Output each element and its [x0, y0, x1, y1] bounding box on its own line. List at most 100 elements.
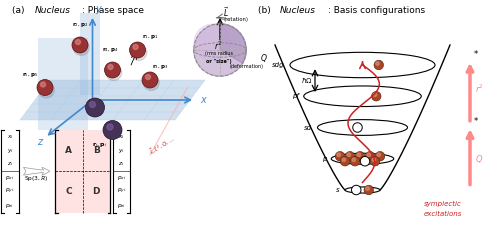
Circle shape: [130, 42, 146, 58]
Text: x: x: [200, 95, 206, 105]
Circle shape: [350, 157, 360, 166]
Circle shape: [360, 157, 370, 166]
Circle shape: [345, 151, 355, 161]
Text: $\vec{L}$: $\vec{L}$: [223, 6, 230, 19]
Text: $\mathbf{r}_i, \mathbf{p}_i$: $\mathbf{r}_i, \mathbf{p}_i$: [92, 140, 108, 149]
Text: : Basis configurations: : Basis configurations: [328, 6, 424, 15]
Circle shape: [86, 98, 104, 117]
Text: p: p: [322, 156, 326, 162]
Circle shape: [367, 153, 370, 157]
Circle shape: [374, 60, 384, 70]
Circle shape: [40, 82, 46, 87]
Text: Nucleus: Nucleus: [35, 6, 71, 15]
Text: (a): (a): [12, 6, 28, 15]
Text: sdg: sdg: [272, 62, 285, 68]
Text: $\mathbf{r}_1, \mathbf{p}_1$: $\mathbf{r}_1, \mathbf{p}_1$: [142, 32, 158, 41]
Circle shape: [353, 123, 362, 132]
Circle shape: [347, 153, 350, 157]
Circle shape: [76, 40, 80, 45]
Circle shape: [103, 121, 122, 140]
Circle shape: [342, 158, 345, 162]
Text: $\mathbf{r}_4, \mathbf{p}_4$: $\mathbf{r}_4, \mathbf{p}_4$: [102, 45, 118, 54]
Text: A: A: [65, 146, 72, 155]
Circle shape: [104, 62, 120, 78]
Text: $y_i$: $y_i$: [6, 147, 14, 155]
Text: *: *: [474, 50, 478, 59]
Text: *: *: [474, 117, 478, 126]
Text: $\mathbf{r}_5, \mathbf{p}_5$: $\mathbf{r}_5, \mathbf{p}_5$: [22, 70, 38, 79]
Text: s: s: [336, 187, 340, 193]
Circle shape: [90, 101, 96, 108]
Circle shape: [352, 185, 361, 195]
Text: y: y: [95, 4, 101, 14]
Text: $\vec{L}, \ell^2, Q, \ldots$: $\vec{L}, \ell^2, Q, \ldots$: [148, 133, 177, 157]
Circle shape: [146, 74, 150, 79]
Text: (b): (b): [258, 6, 273, 15]
Circle shape: [352, 158, 356, 162]
Text: $Q$: $Q$: [260, 52, 268, 63]
Text: (rotation): (rotation): [223, 18, 248, 22]
Text: sd: sd: [304, 124, 312, 130]
Circle shape: [366, 187, 370, 190]
Circle shape: [375, 151, 385, 161]
Circle shape: [365, 151, 375, 161]
Circle shape: [372, 92, 381, 101]
Circle shape: [133, 45, 138, 50]
Circle shape: [144, 74, 159, 90]
Circle shape: [355, 151, 365, 161]
Text: $y_i$: $y_i$: [118, 147, 124, 155]
Circle shape: [131, 45, 147, 61]
Text: $p_{xi}$: $p_{xi}$: [116, 174, 126, 182]
Text: $p_{yi}$: $p_{yi}$: [6, 187, 15, 196]
Circle shape: [376, 62, 380, 65]
Circle shape: [373, 93, 377, 97]
Circle shape: [357, 153, 360, 157]
Text: symplectic: symplectic: [424, 201, 462, 207]
Text: C: C: [66, 187, 72, 196]
Text: $x_i$: $x_i$: [118, 133, 124, 141]
Text: : Phase space: : Phase space: [82, 6, 144, 15]
Text: pf: pf: [292, 93, 299, 99]
Circle shape: [108, 65, 113, 70]
Text: $p_{zi}$: $p_{zi}$: [116, 202, 126, 210]
Text: $Q$: $Q$: [475, 153, 483, 165]
Text: $r^2$: $r^2$: [214, 40, 223, 52]
Text: $x_i$: $x_i$: [6, 133, 14, 141]
Circle shape: [73, 40, 89, 56]
Text: Sp$(3,\mathbb{R})$: Sp$(3,\mathbb{R})$: [24, 174, 49, 183]
Circle shape: [37, 79, 53, 95]
Circle shape: [72, 37, 88, 53]
Text: z: z: [38, 137, 43, 147]
Text: $\hbar\Omega$: $\hbar\Omega$: [300, 76, 312, 85]
Text: $r^2$: $r^2$: [475, 83, 484, 95]
Circle shape: [38, 82, 54, 98]
Text: D: D: [92, 187, 100, 196]
Text: B: B: [93, 146, 100, 155]
Text: Nucleus: Nucleus: [280, 6, 316, 15]
Circle shape: [106, 65, 122, 81]
Text: or "size"): or "size"): [206, 59, 232, 64]
Circle shape: [335, 151, 345, 161]
Circle shape: [370, 157, 380, 166]
Text: excitations: excitations: [424, 211, 462, 217]
Circle shape: [142, 72, 158, 88]
Text: $\mathbf{r}_3, \mathbf{p}_3$: $\mathbf{r}_3, \mathbf{p}_3$: [152, 62, 168, 71]
Polygon shape: [38, 38, 88, 130]
Circle shape: [364, 185, 374, 195]
Circle shape: [337, 153, 340, 157]
Text: (rms radius: (rms radius: [205, 51, 233, 56]
Text: (deformation): (deformation): [230, 64, 263, 69]
Text: $p_{yi}$: $p_{yi}$: [116, 187, 126, 196]
Circle shape: [194, 24, 231, 61]
Circle shape: [340, 157, 350, 166]
Text: $z_i$: $z_i$: [7, 160, 13, 168]
Polygon shape: [80, 13, 100, 95]
FancyBboxPatch shape: [55, 130, 110, 212]
Text: $p_{xi}$: $p_{xi}$: [6, 174, 15, 182]
Circle shape: [377, 153, 380, 157]
Wedge shape: [220, 24, 246, 63]
Circle shape: [372, 158, 376, 162]
Circle shape: [107, 124, 113, 130]
Polygon shape: [20, 80, 205, 120]
Text: $z_i$: $z_i$: [118, 160, 124, 168]
